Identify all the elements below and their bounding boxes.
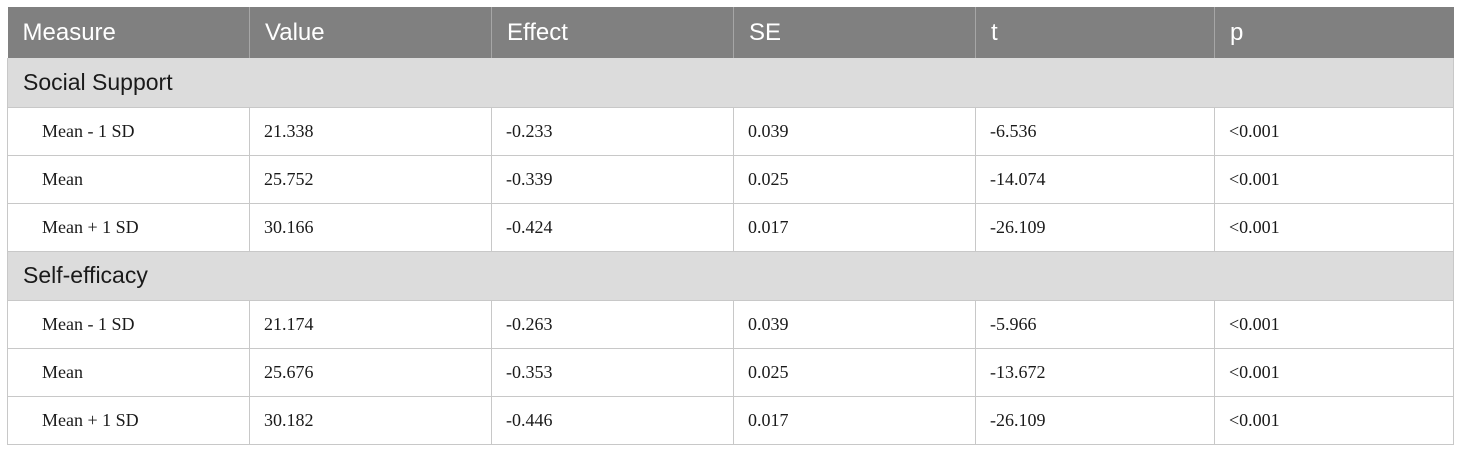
cell-se: 0.025 [733,154,976,204]
cell-effect: -0.263 [491,299,734,349]
table-body: Social Support Mean - 1 SD 21.338 -0.233… [7,58,1454,445]
cell-se: 0.017 [733,395,976,445]
cell-measure: Mean - 1 SD [7,106,250,156]
cell-t: -26.109 [975,202,1215,252]
cell-p: <0.001 [1214,202,1454,252]
cell-t: -6.536 [975,106,1215,156]
cell-p: <0.001 [1214,395,1454,445]
cell-se: 0.039 [733,106,976,156]
table-row: Mean - 1 SD 21.174 -0.263 0.039 -5.966 <… [7,299,1454,349]
cell-p: <0.001 [1214,299,1454,349]
cell-t: -13.672 [975,347,1215,397]
cell-value: 25.752 [249,154,492,204]
table-row: Mean + 1 SD 30.166 -0.424 0.017 -26.109 … [7,202,1454,252]
cell-t: -26.109 [975,395,1215,445]
cell-value: 30.182 [249,395,492,445]
results-table-container: Measure Value Effect SE t p Social Suppo… [7,7,1454,445]
results-table: Measure Value Effect SE t p Social Suppo… [7,7,1454,445]
cell-value: 21.174 [249,299,492,349]
cell-p: <0.001 [1214,347,1454,397]
cell-effect: -0.339 [491,154,734,204]
cell-se: 0.017 [733,202,976,252]
table-row: Mean + 1 SD 30.182 -0.446 0.017 -26.109 … [7,395,1454,445]
cell-p: <0.001 [1214,154,1454,204]
header-effect: Effect [491,7,734,58]
header-row: Measure Value Effect SE t p [7,7,1454,58]
header-value: Value [249,7,492,58]
header-measure: Measure [7,7,250,58]
cell-t: -5.966 [975,299,1215,349]
cell-effect: -0.353 [491,347,734,397]
table-row: Mean - 1 SD 21.338 -0.233 0.039 -6.536 <… [7,106,1454,156]
cell-measure: Mean - 1 SD [7,299,250,349]
section-row-social-support: Social Support [7,58,1454,108]
section-title: Self-efficacy [7,251,1454,301]
section-row-self-efficacy: Self-efficacy [7,251,1454,301]
cell-se: 0.039 [733,299,976,349]
cell-measure: Mean + 1 SD [7,395,250,445]
table-header: Measure Value Effect SE t p [7,7,1454,58]
table-row: Mean 25.676 -0.353 0.025 -13.672 <0.001 [7,347,1454,397]
cell-measure: Mean [7,347,250,397]
cell-se: 0.025 [733,347,976,397]
cell-value: 21.338 [249,106,492,156]
table-row: Mean 25.752 -0.339 0.025 -14.074 <0.001 [7,154,1454,204]
cell-effect: -0.424 [491,202,734,252]
cell-value: 25.676 [249,347,492,397]
cell-p: <0.001 [1214,106,1454,156]
cell-effect: -0.233 [491,106,734,156]
header-p: p [1214,7,1454,58]
cell-value: 30.166 [249,202,492,252]
header-t: t [975,7,1215,58]
cell-t: -14.074 [975,154,1215,204]
header-se: SE [733,7,976,58]
cell-measure: Mean [7,154,250,204]
cell-effect: -0.446 [491,395,734,445]
section-title: Social Support [7,58,1454,108]
cell-measure: Mean + 1 SD [7,202,250,252]
